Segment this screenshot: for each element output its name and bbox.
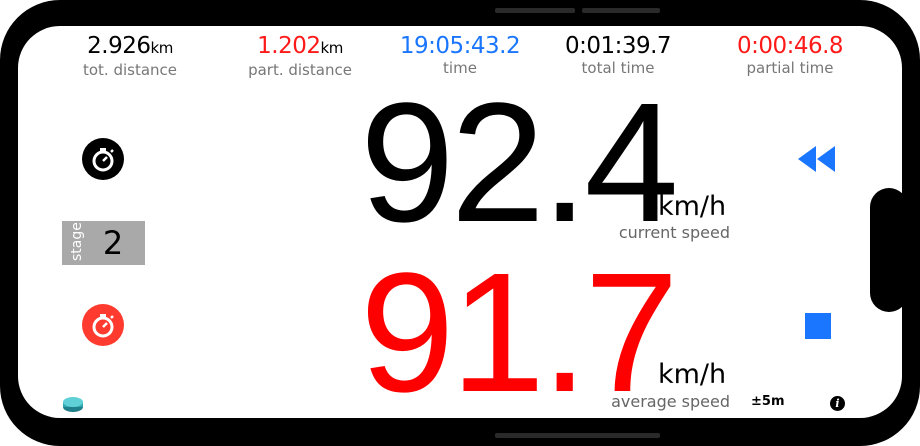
tot-distance-label: tot. distance	[82, 61, 178, 79]
stat-tot-distance: 2.926km tot. distance	[50, 32, 210, 78]
average-speed-label: average speed	[611, 392, 730, 411]
stat-partial-time: 0:00:46.8 partial time	[710, 32, 870, 76]
gps-accuracy: ±5m	[751, 394, 785, 409]
stage-number: 2	[102, 224, 124, 262]
control-pill[interactable]	[870, 188, 902, 312]
partial-time-label: partial time	[746, 59, 834, 77]
app-screen: 2.926km tot. distance 1.202km part. dist…	[18, 26, 902, 418]
stat-part-distance: 1.202km part. distance	[220, 32, 380, 78]
volume-up-button	[495, 8, 575, 13]
rewind-icon	[798, 146, 835, 172]
total-time-label: total time	[581, 59, 655, 77]
current-speed-unit: km/h	[658, 191, 727, 222]
stage-label: stage	[69, 222, 85, 261]
average-speed-unit: km/h	[658, 359, 727, 390]
current-speed-label: current speed	[618, 223, 730, 242]
tot-distance-value: 2.926	[87, 33, 151, 59]
info-icon[interactable]: i	[830, 396, 845, 411]
current-speed-value: 92.4	[360, 68, 679, 258]
part-distance-unit: km	[320, 39, 344, 57]
stopwatch-icon	[92, 314, 114, 338]
power-button	[495, 433, 660, 438]
stat-total-time: 0:01:39.7 total time	[538, 32, 698, 76]
average-speed-value: 91.7	[360, 238, 679, 418]
stat-time: 19:05:43.2 time	[380, 32, 540, 76]
rewind-button[interactable]	[798, 146, 836, 176]
stopwatch-button[interactable]	[82, 138, 124, 180]
time-value: 19:05:43.2	[399, 33, 521, 59]
stopwatch-icon	[92, 148, 114, 172]
volume-down-button	[582, 8, 660, 13]
total-time-value: 0:01:39.7	[564, 33, 672, 59]
part-distance-label: part. distance	[248, 61, 352, 79]
puck-icon[interactable]	[61, 396, 85, 418]
stop-button[interactable]	[805, 313, 831, 339]
partial-stopwatch-button[interactable]	[82, 304, 124, 346]
part-distance-value: 1.202	[257, 33, 321, 59]
tot-distance-unit: km	[150, 39, 174, 57]
partial-time-value: 0:00:46.8	[736, 33, 844, 59]
stage-selector[interactable]: stage 2	[62, 221, 145, 265]
time-label: time	[443, 59, 477, 77]
